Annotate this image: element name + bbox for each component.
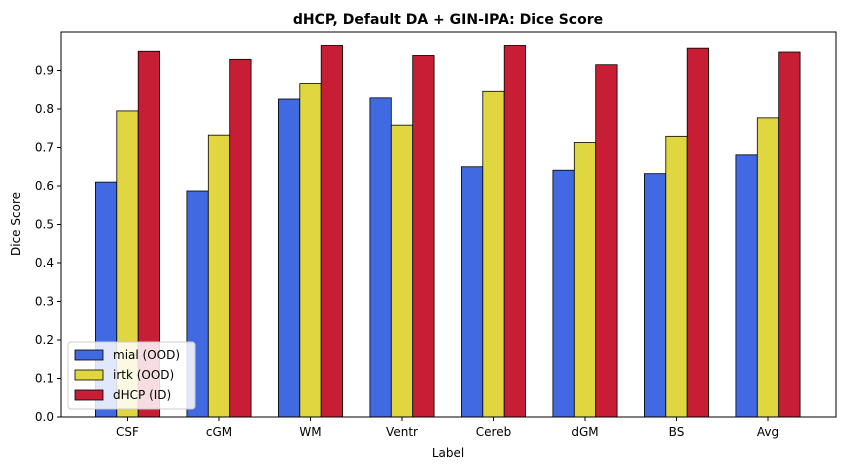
y-tick-label: 0.0: [35, 410, 54, 424]
y-tick-label: 0.5: [35, 218, 54, 232]
bar-wm-series-0: [277, 98, 301, 418]
y-tick-label: 0.3: [35, 295, 54, 309]
bar-cereb-series-2: [503, 45, 527, 418]
y-tick-label: 0.6: [35, 179, 54, 193]
legend-label: mial (OOD): [113, 348, 180, 362]
bar-ventr-series-2: [412, 55, 435, 418]
x-tick-label: Avg: [757, 425, 779, 439]
bar-dgm-series-2: [595, 64, 618, 418]
bar-cgm-series-2: [229, 58, 252, 418]
bar-cereb-series-1: [482, 90, 505, 418]
bar-cgm-series-1: [207, 134, 231, 418]
y-axis-label: Dice Score: [9, 192, 23, 256]
bar-avg-series-1: [756, 117, 780, 418]
y-tick-label: 0.4: [35, 256, 54, 270]
bar-bs-series-2: [686, 47, 710, 418]
x-tick-label: dGM: [571, 425, 598, 439]
bar-ventr-series-0: [369, 97, 392, 418]
bar-avg-series-0: [735, 154, 758, 418]
x-tick-label: Cereb: [476, 425, 511, 439]
bar-wm-series-1: [299, 83, 322, 418]
bar-dgm-series-0: [552, 169, 575, 418]
y-tick-label: 0.9: [35, 64, 54, 78]
x-tick-label: Ventr: [386, 425, 418, 439]
legend: mial (OOD) irtk (OOD) dHCP (ID): [67, 341, 196, 410]
y-tick-label: 0.7: [35, 141, 54, 155]
legend-swatch: [74, 349, 104, 361]
chart-title: dHCP, Default DA + GIN-IPA: Dice Score: [293, 12, 603, 28]
x-tick-label: WM: [299, 425, 321, 439]
x-axis: CSF cGM WM Ventr Cereb dGM BS Avg: [116, 417, 779, 439]
y-tick-label: 0.8: [35, 102, 54, 116]
legend-swatch: [74, 369, 104, 381]
x-tick-label: BS: [669, 425, 685, 439]
bar-wm-series-2: [320, 45, 344, 418]
bar-avg-series-2: [778, 51, 801, 418]
bar-bs-series-0: [644, 173, 667, 418]
bar-ventr-series-1: [390, 124, 414, 418]
y-tick-label: 0.2: [35, 333, 54, 347]
bar-bs-series-1: [665, 135, 688, 418]
x-axis-label: Label: [432, 446, 464, 460]
legend-swatch: [74, 389, 104, 401]
y-axis: 0.0 0.1 0.2 0.3 0.4 0.5 0.6 0.7 0.8 0.9: [35, 64, 61, 424]
bars-group: [95, 45, 801, 418]
y-tick-label: 0.1: [35, 372, 54, 386]
x-tick-label: CSF: [116, 425, 139, 439]
bar-cereb-series-0: [460, 166, 484, 418]
legend-label: irtk (OOD): [113, 368, 174, 382]
x-tick-label: cGM: [206, 425, 232, 439]
bar-dgm-series-1: [573, 142, 597, 418]
legend-label: dHCP (ID): [113, 388, 171, 402]
